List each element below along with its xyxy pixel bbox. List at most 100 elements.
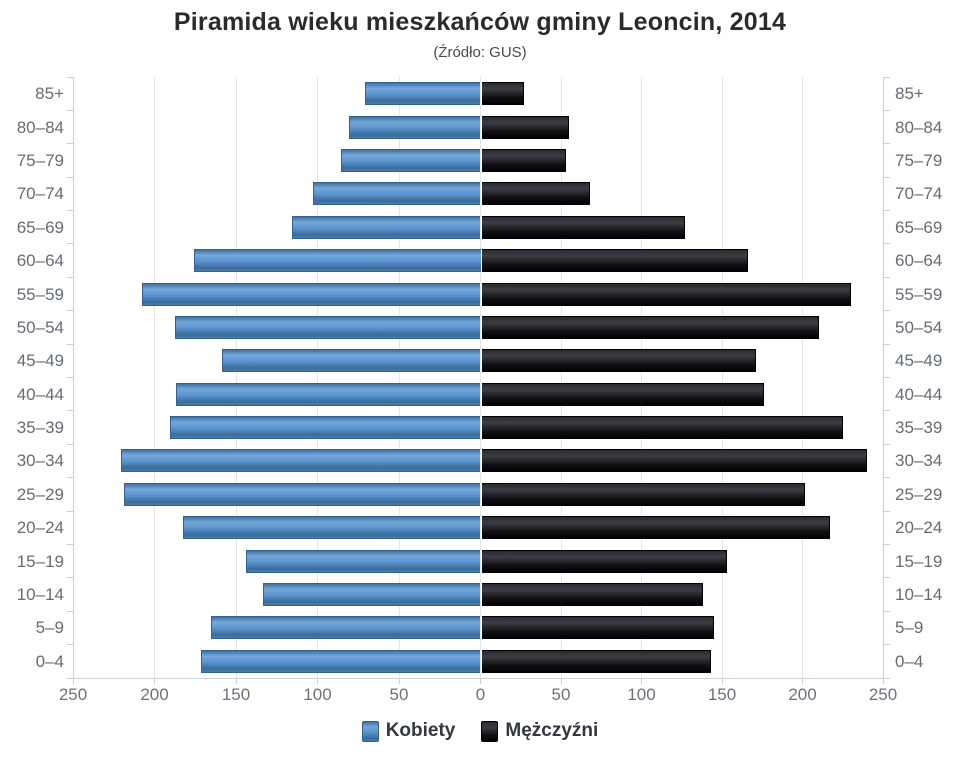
x-axis-tick-label: 150 — [707, 685, 737, 704]
x-axis-tick — [882, 678, 884, 684]
age-label-right: 20–24 — [895, 518, 943, 538]
bar-kobiety[interactable] — [292, 215, 481, 239]
x-axis-tick — [721, 678, 723, 684]
bar-mezczyzni[interactable] — [481, 148, 567, 172]
bar-kobiety[interactable] — [246, 549, 481, 573]
bar-kobiety[interactable] — [340, 148, 481, 172]
legend-label-kobiety: Kobiety — [385, 720, 456, 741]
bar-mezczyzni[interactable] — [481, 282, 852, 306]
bar-kobiety[interactable] — [169, 416, 481, 440]
right-y-axis-tick — [882, 443, 890, 445]
gridline — [317, 77, 318, 678]
x-axis-tick-label: 0 — [475, 685, 486, 704]
bar-kobiety[interactable] — [124, 482, 481, 506]
bar-mezczyzni[interactable] — [481, 249, 749, 273]
x-axis-tick — [235, 678, 237, 684]
legend-item-mezczyzni[interactable]: Mężczyźni — [481, 720, 598, 742]
x-axis-tick — [560, 678, 562, 684]
gridline — [154, 77, 155, 678]
left-y-axis-tick — [67, 677, 73, 679]
bar-mezczyzni[interactable] — [481, 182, 591, 206]
age-label-right: 40–44 — [895, 384, 943, 404]
bar-kobiety[interactable] — [210, 616, 481, 640]
age-label-left: 30–34 — [16, 451, 64, 471]
age-label-left: 75–79 — [16, 150, 64, 170]
age-label-right: 15–19 — [895, 551, 943, 571]
bar-kobiety[interactable] — [200, 649, 481, 673]
left-y-axis-tick — [67, 510, 73, 512]
x-axis-tick-label: 200 — [140, 685, 169, 704]
age-label-left: 0–4 — [35, 651, 64, 671]
bar-kobiety[interactable] — [182, 516, 481, 540]
bar-mezczyzni[interactable] — [481, 516, 831, 540]
bar-kobiety[interactable] — [365, 82, 481, 106]
bar-kobiety[interactable] — [221, 349, 481, 373]
bar-mezczyzni[interactable] — [481, 449, 868, 473]
bar-mezczyzni[interactable] — [481, 549, 728, 573]
left-y-axis-line — [72, 77, 74, 678]
bar-kobiety[interactable] — [176, 382, 481, 406]
right-y-axis-tick — [882, 176, 890, 178]
age-label-left: 65–69 — [16, 217, 64, 237]
bar-mezczyzni[interactable] — [481, 215, 686, 239]
mezczyzni-swatch-icon — [481, 720, 499, 742]
chart-title: Piramida wieku mieszkańców gminy Leoncin… — [173, 8, 787, 36]
right-y-axis-tick — [882, 109, 890, 111]
left-y-axis-tick — [67, 644, 73, 646]
bar-mezczyzni[interactable] — [481, 82, 525, 106]
bar-kobiety[interactable] — [120, 449, 481, 473]
age-label-left: 85+ — [35, 84, 64, 104]
x-axis-tick-label: 200 — [788, 685, 817, 704]
bar-mezczyzni[interactable] — [481, 482, 805, 506]
gridline — [398, 77, 400, 678]
age-label-right: 10–14 — [895, 585, 943, 605]
bar-mezczyzni[interactable] — [481, 349, 757, 373]
bar-kobiety[interactable] — [142, 282, 481, 306]
left-y-axis-tick — [67, 543, 73, 545]
age-label-right: 65–69 — [895, 217, 943, 237]
bar-kobiety[interactable] — [174, 315, 481, 339]
age-label-right: 50–54 — [895, 317, 943, 337]
bar-mezczyzni[interactable] — [481, 583, 704, 607]
bar-mezczyzni[interactable] — [481, 315, 819, 339]
x-axis-tick — [480, 678, 481, 684]
bar-kobiety[interactable] — [262, 583, 481, 607]
age-label-right: 60–64 — [895, 251, 943, 271]
bar-kobiety[interactable] — [349, 115, 481, 139]
right-y-axis-tick — [882, 143, 890, 145]
x-axis-tick-label: 250 — [58, 685, 88, 704]
age-label-right: 0–4 — [895, 651, 924, 671]
left-y-axis-tick — [67, 377, 73, 378]
kobiety-swatch-icon — [361, 720, 379, 742]
age-label-right: 55–59 — [895, 284, 943, 304]
age-label-right: 35–39 — [895, 418, 943, 438]
bar-mezczyzni[interactable] — [481, 649, 712, 673]
left-y-axis-tick — [67, 109, 73, 111]
bar-kobiety[interactable] — [194, 249, 481, 273]
legend: Kobiety Mężczyźni — [0, 720, 960, 742]
x-axis-tick-label: 250 — [868, 685, 898, 704]
left-y-axis-tick — [67, 577, 73, 579]
bar-mezczyzni[interactable] — [481, 382, 765, 406]
age-label-right: 80–84 — [895, 117, 943, 137]
x-axis-tick-label: 50 — [551, 685, 571, 704]
x-axis-tick — [154, 678, 155, 684]
right-y-axis-tick — [882, 410, 890, 412]
left-y-axis-tick — [67, 343, 73, 345]
bar-mezczyzni[interactable] — [481, 115, 570, 139]
age-label-right: 25–29 — [895, 484, 943, 504]
legend-item-kobiety[interactable]: Kobiety — [361, 720, 456, 742]
bar-mezczyzni[interactable] — [481, 416, 844, 440]
x-axis-tick — [317, 678, 318, 684]
left-y-axis-tick — [67, 276, 73, 278]
left-y-axis-tick — [67, 243, 73, 245]
age-label-left: 50–54 — [16, 317, 64, 337]
bar-kobiety[interactable] — [313, 182, 481, 206]
age-label-right: 30–34 — [895, 451, 943, 471]
x-axis-tick-label: 100 — [303, 685, 332, 704]
left-y-axis-tick — [67, 76, 73, 78]
bar-mezczyzni[interactable] — [481, 616, 715, 640]
age-label-left: 15–19 — [16, 551, 64, 571]
